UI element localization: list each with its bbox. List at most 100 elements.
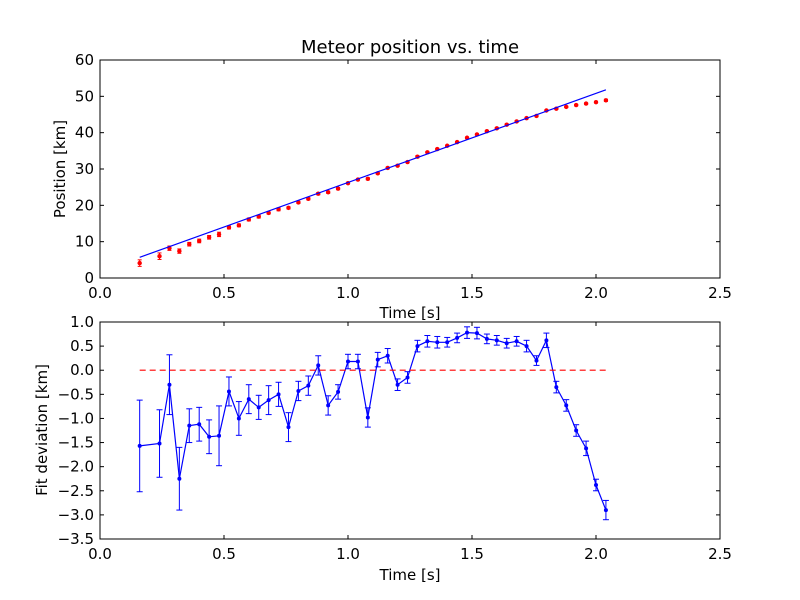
position-y-tick-label: 40 [75,124,94,142]
position-series-0-point [187,242,192,247]
position-ticks: 0.0 0.5 1.0 1.5 2.0 2.5 0 10 20 30 40 50 60 [75,51,732,302]
deviation-series-0-point [375,357,380,362]
position-x-axis-label: Time [s] [379,304,441,322]
position-series-1-line [139,89,607,258]
position-series-0-point [573,102,579,108]
chart-title: Meteor position vs. time [301,37,519,58]
deviation-x-tick-label: 2.5 [708,545,732,563]
position-series-0-point [197,238,202,244]
deviation-y-tick-label: −2.0 [58,458,94,476]
deviation-series-0-point [574,428,579,433]
position-series-0-point [286,205,291,211]
position-series-0-point [177,248,182,254]
position-x-tick-label: 0.0 [88,284,112,302]
deviation-series-0-point [435,340,440,345]
deviation-series-0-point [236,416,241,421]
deviation-series-0-point [544,338,549,343]
deviation-series-0-point [355,359,360,364]
deviation-y-axis-label: Fit deviation [km] [33,364,51,496]
deviation-series-0-point [445,340,450,345]
deviation-plot-frame [99,321,721,540]
position-marks [137,89,609,267]
deviation-series-0-point [346,359,350,364]
deviation-series-0-point [207,434,212,439]
deviation-series-0-point [167,382,172,387]
position-y-axis-label: Position [km] [51,120,69,218]
deviation-series-0-point [336,389,341,394]
deviation-series-0-point [425,339,430,344]
deviation-series-0-point [256,405,261,410]
deviation-series-0-point [594,482,598,487]
deviation-series-0-point [276,392,281,397]
position-y-tick-label: 10 [75,233,94,251]
deviation-series-0-point [187,423,192,428]
deviation-y-tick-label: 1.0 [70,313,94,331]
deviation-series-0-point [534,358,539,363]
position-series-0-point [236,223,242,228]
position-x-tick-label: 0.5 [212,284,236,302]
deviation-series-0-point [474,331,479,336]
position-series-0-point [583,101,589,106]
position-y-tick-label: 30 [75,160,94,178]
position-series-0-point [226,225,232,230]
position-y-tick-label: 60 [75,51,94,69]
position-series-0-point [137,260,142,266]
deviation-series-0-point [465,330,470,335]
deviation-series-0-point [524,344,529,349]
deviation-series-0-point [514,339,519,344]
deviation-series-0-point [306,383,311,388]
deviation-y-tick-label: −3.0 [58,506,94,524]
position-series-0-point [365,176,371,182]
deviation-y-tick-label: 0.0 [70,361,94,379]
deviation-y-tick-label: 0.5 [70,337,94,355]
deviation-series-0-point [484,336,489,341]
deviation-series-0-point [455,335,460,340]
deviation-series-0-point [365,415,370,420]
deviation-subplot: 0.0 0.5 1.0 1.5 2.0 2.5 1.0 0.5 0.0 −0.5 −1.0 −1.5 −… [33,313,732,584]
deviation-series-0-point [504,341,509,346]
position-plot-frame [99,59,721,279]
deviation-series-0-point [584,446,589,451]
deviation-series-0-point [316,363,321,368]
position-series-0-point [603,98,609,103]
deviation-x-tick-label: 0.5 [212,545,236,563]
position-series-0-point [206,235,212,240]
deviation-series-0-point [137,443,142,448]
deviation-y-tick-label: −2.5 [58,482,94,500]
deviation-series-0-point [554,385,559,390]
deviation-series-0-point [564,403,569,408]
position-x-tick-label: 2.5 [708,284,732,302]
deviation-series-0-point [266,398,271,403]
deviation-x-tick-label: 1.0 [336,545,360,563]
position-series-0-point [216,232,222,237]
position-subplot: 0.0 0.5 1.0 1.5 2.0 2.5 0 10 20 30 40 50 60 Time [s]… [51,51,732,322]
position-x-tick-label: 1.0 [336,284,360,302]
deviation-series-0-point [385,353,390,358]
position-x-tick-label: 2.0 [584,284,608,302]
deviation-series-0-point [157,441,162,446]
deviation-y-tick-label: −3.5 [58,530,94,548]
deviation-series-0-point [326,403,331,408]
position-series-0-point [157,254,162,259]
deviation-y-tick-label: −1.0 [58,409,94,427]
position-series-0-point [335,186,341,191]
deviation-ticks: 0.0 0.5 1.0 1.5 2.0 2.5 1.0 0.5 0.0 −0.5 −1.0 −1.5 −… [58,313,732,563]
position-y-tick-label: 0 [84,269,94,287]
deviation-x-tick-label: 1.5 [460,545,484,563]
deviation-y-tick-label: −0.5 [58,385,94,403]
deviation-x-tick-label: 2.0 [584,545,608,563]
position-y-tick-label: 20 [75,196,94,214]
position-x-tick-label: 1.5 [460,284,484,302]
deviation-x-tick-label: 0.0 [88,545,112,563]
deviation-series-0-point [395,382,400,387]
deviation-series-0-point [226,389,231,394]
position-series-0-point [593,99,599,105]
position-series-0-point [564,104,569,110]
deviation-series-0-point [177,476,182,481]
deviation-series-0-point [603,508,608,513]
deviation-series-0-point [197,422,202,427]
deviation-series-0-point [296,388,301,393]
position-series-0-point [325,190,331,195]
deviation-series-0-point [217,433,222,438]
